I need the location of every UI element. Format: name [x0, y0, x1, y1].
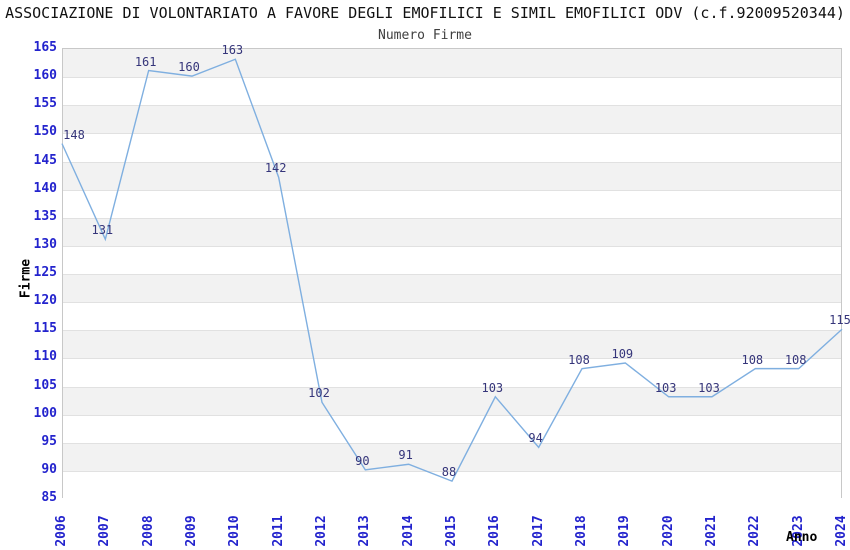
data-point-label: 103	[654, 380, 677, 395]
data-point-label: 109	[611, 347, 634, 361]
gridline	[63, 358, 841, 360]
x-tick-label: 2015	[444, 515, 459, 547]
data-point-label: 160	[178, 60, 200, 75]
grid-band	[63, 414, 841, 443]
series-polyline	[61, 58, 843, 483]
gridline	[63, 330, 841, 332]
gridline	[63, 470, 841, 472]
data-point-label: 103	[698, 380, 720, 395]
x-tick-label: 2009	[184, 515, 199, 547]
y-tick-label: 155	[33, 96, 57, 112]
y-tick-label: 145	[33, 152, 57, 168]
data-point-label: 131	[91, 223, 114, 238]
data-point-label: 108	[568, 352, 590, 367]
y-tick-label: 90	[41, 461, 57, 477]
grid-band	[63, 133, 841, 162]
y-axis-title: Firme	[18, 258, 34, 299]
y-tick-label: 85	[41, 490, 57, 505]
x-tick-label: 2020	[660, 515, 676, 547]
y-tick-label: 120	[33, 293, 57, 309]
chart-title: Numero Firme	[378, 28, 472, 43]
gridline	[63, 245, 841, 247]
x-tick-label: 2018	[574, 515, 589, 547]
data-point-label: 148	[63, 127, 85, 142]
gridline	[63, 302, 841, 304]
gridline	[63, 414, 841, 416]
x-tick-label: 2019	[617, 515, 633, 547]
gridline	[63, 105, 841, 107]
grid-band	[63, 189, 841, 218]
x-tick-label: 2014	[400, 515, 416, 547]
grid-band	[63, 49, 841, 78]
x-axis-title: Anno	[786, 530, 818, 545]
data-point-label: 103	[481, 380, 504, 395]
y-tick-label: 150	[33, 124, 57, 140]
gridline	[63, 217, 841, 219]
data-point-label: 142	[264, 161, 287, 176]
y-tick-label: 100	[33, 405, 57, 421]
y-tick-label: 135	[33, 208, 57, 224]
x-tick-label: 2008	[140, 515, 156, 547]
gridline	[63, 274, 841, 275]
gridline	[63, 189, 841, 191]
x-tick-label: 2022	[747, 515, 763, 547]
grid-band	[63, 77, 841, 106]
x-tick-label: 2013	[357, 515, 373, 547]
data-point-label: 161	[134, 54, 157, 69]
grid-band	[63, 470, 841, 499]
y-tick-label: 160	[33, 68, 57, 84]
data-point-label: 94	[528, 431, 543, 446]
data-point-label: 108	[741, 352, 764, 367]
x-tick-label: 2012	[314, 515, 329, 547]
grid-band	[63, 358, 841, 387]
plot-area	[62, 48, 842, 499]
gridline	[63, 386, 841, 388]
y-tick-label: 125	[33, 265, 57, 280]
x-tick-label: 2007	[97, 515, 113, 547]
grid-band	[63, 386, 841, 415]
data-point-label: 90	[355, 453, 370, 468]
gridline	[63, 442, 841, 444]
data-point-label: 163	[221, 43, 244, 58]
x-tick-label: 2010	[227, 515, 243, 547]
x-tick-label: 2017	[530, 515, 546, 547]
grid-band	[63, 442, 841, 471]
x-tick-label: 2006	[54, 515, 69, 547]
x-tick-label: 2011	[270, 515, 286, 547]
y-tick-label: 165	[33, 40, 57, 55]
grid-band	[63, 105, 841, 134]
data-point-label: 108	[784, 352, 807, 367]
y-tick-label: 130	[33, 236, 57, 252]
grid-band	[63, 245, 841, 274]
gridline	[63, 161, 841, 163]
grid-band	[63, 302, 841, 331]
grid-band	[63, 161, 841, 190]
line-series	[61, 58, 843, 483]
gridline	[63, 77, 841, 79]
page-title: ASSOCIAZIONE DI VOLONTARIATO A FAVORE DE…	[5, 4, 845, 22]
y-tick-label: 140	[33, 180, 57, 196]
data-point-label: 102	[308, 386, 330, 401]
data-point-label: 115	[829, 313, 850, 328]
gridline	[63, 133, 841, 135]
grid-band	[63, 330, 841, 359]
y-tick-label: 110	[33, 349, 57, 365]
grid-band	[63, 217, 841, 246]
x-tick-label: 2021	[704, 515, 719, 547]
x-tick-label: 2024	[834, 515, 849, 547]
y-tick-label: 105	[33, 377, 57, 393]
y-tick-label: 95	[41, 433, 57, 449]
x-tick-label: 2016	[487, 515, 503, 547]
y-tick-label: 115	[33, 321, 57, 337]
grid-band	[63, 274, 841, 303]
data-point-label: 91	[398, 448, 413, 463]
data-point-label: 88	[441, 465, 457, 480]
